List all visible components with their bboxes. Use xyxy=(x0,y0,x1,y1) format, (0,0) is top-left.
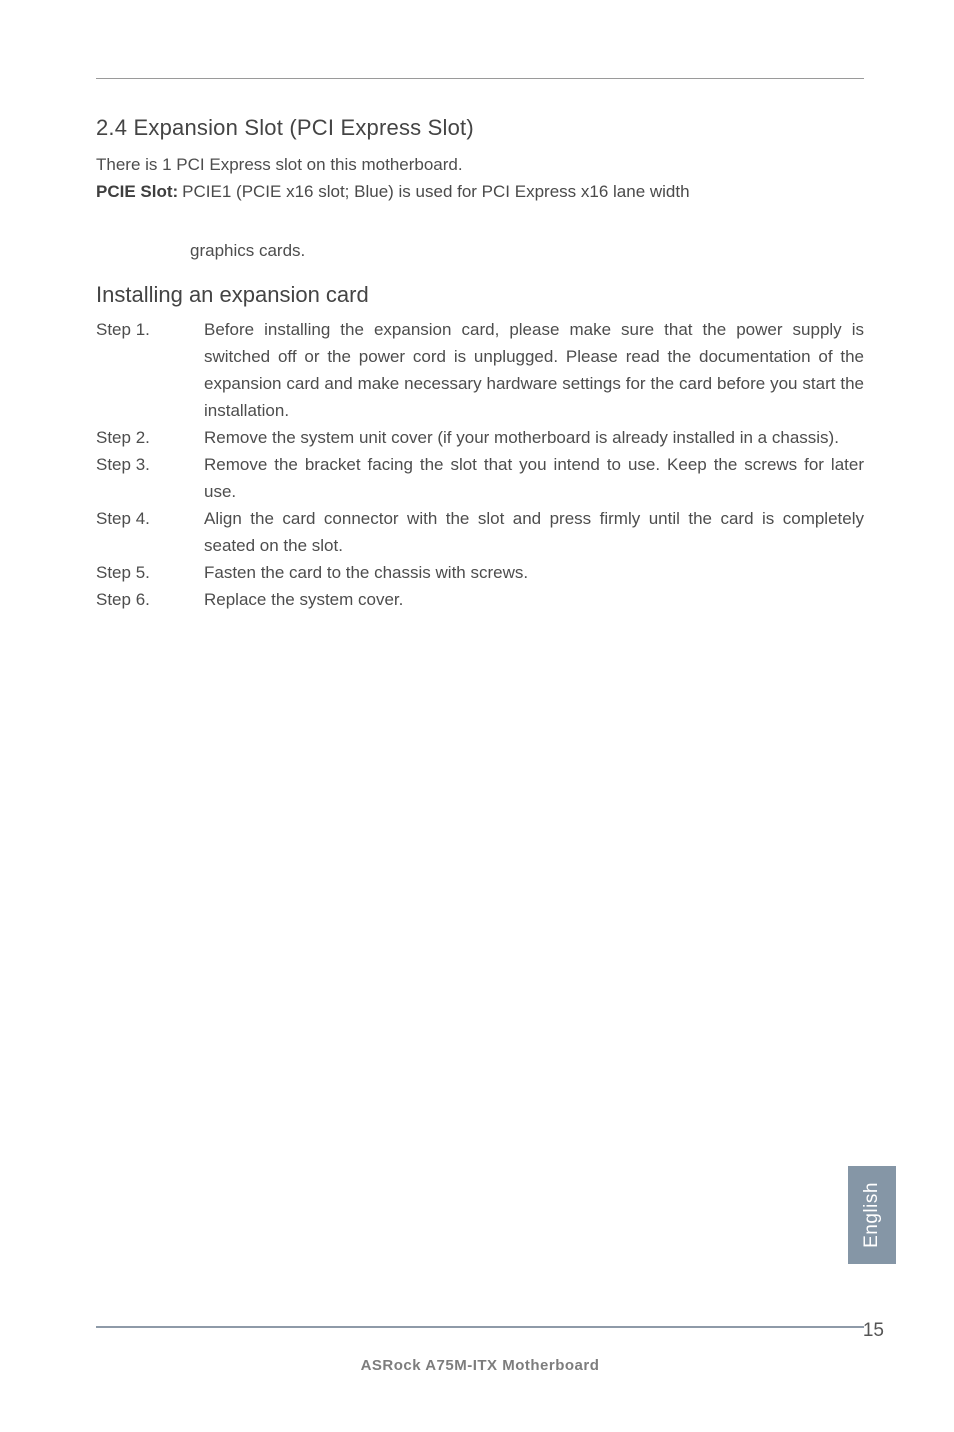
section-title: 2.4 Expansion Slot (PCI Express Slot) xyxy=(96,115,864,141)
intro-text: There is 1 PCI Express slot on this moth… xyxy=(96,151,864,178)
step-text: Before installing the expansion card, pl… xyxy=(204,316,864,424)
step-text: Replace the system cover. xyxy=(204,586,864,613)
step-label: Step 1. xyxy=(96,316,204,424)
step-label: Step 3. xyxy=(96,451,204,505)
pcie-slot-desc-line2: graphics cards. xyxy=(190,237,864,264)
step-text: Remove the bracket facing the slot that … xyxy=(204,451,864,505)
step-text: Fasten the card to the chassis with scre… xyxy=(204,559,864,586)
pcie-slot-label: PCIE Slot: xyxy=(96,178,178,205)
footer-text: ASRock A75M-ITX Motherboard xyxy=(96,1357,864,1374)
pcie-slot-desc-line1: PCIE1 (PCIE x16 slot; Blue) is used for … xyxy=(182,178,689,205)
page-container: 2.4 Expansion Slot (PCI Express Slot) Th… xyxy=(0,0,954,1432)
language-label: English xyxy=(861,1182,883,1248)
bottom-horizontal-rule xyxy=(96,1326,864,1328)
step-row: Step 5. Fasten the card to the chassis w… xyxy=(96,559,864,586)
top-horizontal-rule xyxy=(96,78,864,79)
step-row: Step 3. Remove the bracket facing the sl… xyxy=(96,451,864,505)
install-heading: Installing an expansion card xyxy=(96,282,864,308)
step-label: Step 5. xyxy=(96,559,204,586)
step-text: Remove the system unit cover (if your mo… xyxy=(204,424,864,451)
step-row: Step 2. Remove the system unit cover (if… xyxy=(96,424,864,451)
step-row: Step 1. Before installing the expansion … xyxy=(96,316,864,424)
step-label: Step 2. xyxy=(96,424,204,451)
spacer xyxy=(96,264,864,282)
step-label: Step 4. xyxy=(96,505,204,559)
step-label: Step 6. xyxy=(96,586,204,613)
step-row: Step 6. Replace the system cover. xyxy=(96,586,864,613)
steps-list: Step 1. Before installing the expansion … xyxy=(96,316,864,613)
language-side-tab: English xyxy=(848,1166,896,1264)
pcie-slot-block: PCIE Slot: PCIE1 (PCIE x16 slot; Blue) i… xyxy=(96,178,864,264)
step-text: Align the card connector with the slot a… xyxy=(204,505,864,559)
page-number: 15 xyxy=(863,1320,884,1342)
step-row: Step 4. Align the card connector with th… xyxy=(96,505,864,559)
